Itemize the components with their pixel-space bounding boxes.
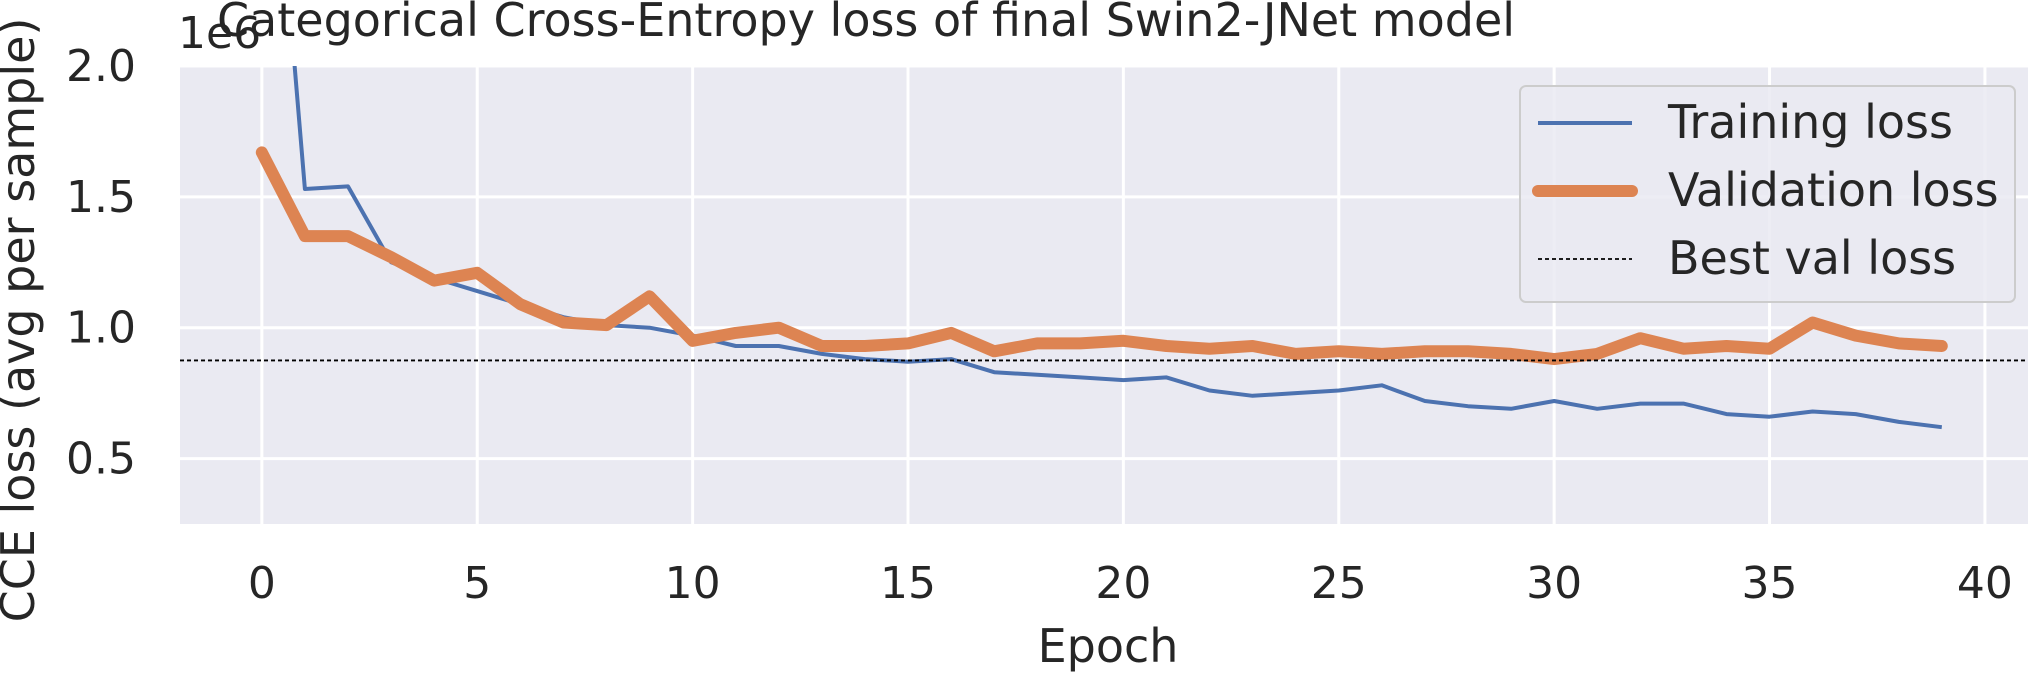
x-tick-label: 30 — [1526, 558, 1582, 609]
x-tick-labels: 0 5 10 15 20 25 30 35 40 — [248, 558, 2013, 609]
y-tick-label: 1.5 — [66, 172, 136, 223]
x-tick-label: 15 — [880, 558, 936, 609]
legend-label-training: Training loss — [1667, 95, 1953, 149]
y-tick-label: 1.0 — [66, 303, 136, 354]
validation-loss-line — [255, 146, 1948, 366]
y-tick-label: 2.0 — [66, 41, 136, 92]
x-tick-label: 40 — [1957, 558, 2013, 609]
y-tick-label: 0.5 — [66, 434, 136, 485]
legend-label-validation: Validation loss — [1668, 163, 1999, 217]
chart-title: Categorical Cross-Entropy loss of final … — [217, 0, 1515, 47]
x-tick-label: 35 — [1742, 558, 1798, 609]
legend-label-best-val: Best val loss — [1668, 231, 1956, 285]
x-tick-label: 25 — [1311, 558, 1367, 609]
x-tick-label: 5 — [463, 558, 491, 609]
y-tick-labels: 0.5 1.0 1.5 2.0 — [66, 41, 136, 485]
legend: Training loss Validation loss Best val l… — [1519, 85, 2016, 303]
x-tick-label: 20 — [1095, 558, 1151, 609]
y-axis-label: CCE loss (avg per sample) — [0, 18, 45, 623]
legend-box — [1519, 85, 2016, 303]
x-axis-label: Epoch — [1038, 619, 1179, 673]
x-tick-label: 0 — [248, 558, 276, 609]
y-offset-label: 1e6 — [178, 8, 261, 59]
series-layer — [180, 66, 2028, 430]
x-tick-label: 10 — [665, 558, 721, 609]
